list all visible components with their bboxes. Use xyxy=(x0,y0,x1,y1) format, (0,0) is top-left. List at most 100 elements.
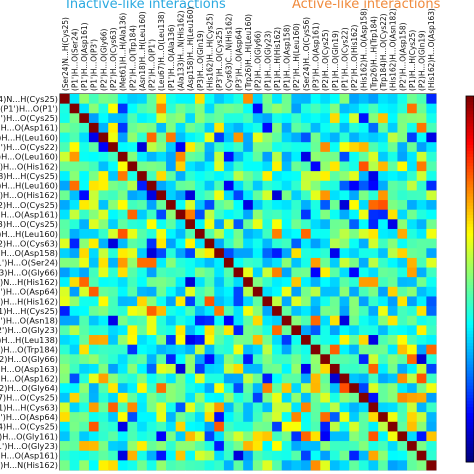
heatmap-cell xyxy=(214,161,225,172)
heatmap-cell xyxy=(137,151,148,162)
heatmap-cell xyxy=(108,219,119,230)
heatmap-cell xyxy=(137,161,148,172)
heatmap-cell xyxy=(233,257,244,268)
heatmap-cell xyxy=(243,412,254,423)
heatmap-cell xyxy=(69,412,80,423)
heatmap-cell xyxy=(397,142,408,153)
heatmap-cell xyxy=(98,200,109,211)
colorbar-segment xyxy=(466,248,474,253)
heatmap-cell xyxy=(310,325,321,336)
colorbar xyxy=(465,95,474,463)
heatmap-cell xyxy=(117,383,128,394)
heatmap-cell xyxy=(79,315,90,326)
heatmap-cell xyxy=(60,306,71,317)
heatmap-cell xyxy=(329,113,340,124)
heatmap-cell xyxy=(320,142,331,153)
heatmap-cell xyxy=(301,248,312,259)
heatmap-cell xyxy=(387,450,398,461)
heatmap-cell xyxy=(98,354,109,365)
heatmap-cell xyxy=(69,132,80,143)
heatmap-cell xyxy=(301,190,312,201)
heatmap-cell xyxy=(166,363,177,374)
heatmap-cell xyxy=(185,402,196,413)
heatmap-cell xyxy=(407,335,418,346)
heatmap-cell xyxy=(387,392,398,403)
heatmap-cell xyxy=(291,171,302,182)
heatmap-cell xyxy=(146,383,157,394)
heatmap-cell xyxy=(127,94,138,105)
heatmap-cell xyxy=(262,248,273,259)
heatmap-cell xyxy=(98,257,109,268)
heatmap-cell xyxy=(397,354,408,365)
heatmap-cell xyxy=(98,460,109,471)
heatmap-cell xyxy=(310,306,321,317)
heatmap-cell xyxy=(329,238,340,249)
left-axis-label: (His162)H...O(Asp161) xyxy=(0,451,58,461)
heatmap-cell xyxy=(329,132,340,143)
heatmap-cell xyxy=(175,383,186,394)
colorbar-segment xyxy=(466,129,474,134)
heatmap-cell xyxy=(194,402,206,413)
heatmap-cell xyxy=(378,277,389,288)
heatmap-cell xyxy=(368,431,379,442)
heatmap-cell xyxy=(281,383,292,394)
heatmap-cell xyxy=(397,441,408,452)
heatmap-cell xyxy=(281,354,292,365)
top-axis-label: (P1)H...O(Gln19) xyxy=(330,30,340,91)
heatmap-cell xyxy=(243,151,254,162)
colorbar-segment xyxy=(466,324,474,329)
heatmap-cell xyxy=(243,296,254,307)
heatmap-cell xyxy=(79,306,90,317)
top-axis-label: (P3')H...O(Asp161) xyxy=(310,22,320,91)
heatmap-cell xyxy=(387,257,398,268)
heatmap-cell xyxy=(156,248,167,259)
heatmap-cell xyxy=(378,392,389,403)
left-axis-label: (P1')H...O(P1') xyxy=(0,103,58,113)
heatmap-cell xyxy=(339,200,350,211)
heatmap-cell xyxy=(175,460,186,471)
heatmap-cell xyxy=(310,335,321,346)
heatmap-cell xyxy=(185,335,196,346)
heatmap-cell xyxy=(117,412,128,423)
heatmap-cell xyxy=(233,431,244,442)
heatmap-diagonal-cell xyxy=(88,122,99,133)
heatmap-cell xyxy=(378,402,389,413)
heatmap-cell xyxy=(243,122,254,133)
heatmap-cell xyxy=(252,363,263,374)
heatmap-cell xyxy=(166,344,177,355)
heatmap-cell xyxy=(223,383,234,394)
heatmap-cell xyxy=(329,441,340,452)
heatmap-cell xyxy=(378,315,389,326)
heatmap-cell xyxy=(214,315,225,326)
heatmap-cell xyxy=(156,219,167,230)
heatmap-cell xyxy=(185,450,196,461)
heatmap-cell xyxy=(291,257,302,268)
heatmap-cell xyxy=(272,238,283,249)
heatmap-cell xyxy=(339,383,350,394)
heatmap-cell xyxy=(79,228,90,240)
top-axis-label: (Asn18)H...H(Leu160) xyxy=(137,11,147,91)
heatmap-cell xyxy=(426,296,437,307)
heatmap-cell xyxy=(272,190,283,201)
heatmap-cell xyxy=(329,277,340,288)
colorbar-border xyxy=(465,95,474,463)
heatmap-cell xyxy=(397,238,408,249)
heatmap-cell xyxy=(426,267,437,278)
heatmap-cell xyxy=(214,142,225,153)
heatmap-cell xyxy=(204,151,215,162)
heatmap-cell xyxy=(117,354,128,365)
heatmap-cell xyxy=(368,325,379,336)
colorbar-segment xyxy=(466,309,474,314)
heatmap-cell xyxy=(88,296,99,307)
colorbar-segment xyxy=(466,279,474,283)
heatmap-cell xyxy=(387,151,398,162)
heatmap-cell xyxy=(194,412,206,423)
colorbar-segment xyxy=(466,251,474,256)
heatmap-cell xyxy=(243,392,254,403)
colorbar-segment xyxy=(466,300,474,304)
heatmap-cell xyxy=(329,315,340,326)
heatmap-cell xyxy=(291,460,302,471)
heatmap-cell xyxy=(339,412,350,423)
heatmap-cell xyxy=(117,296,128,307)
heatmap-cell xyxy=(252,412,263,423)
